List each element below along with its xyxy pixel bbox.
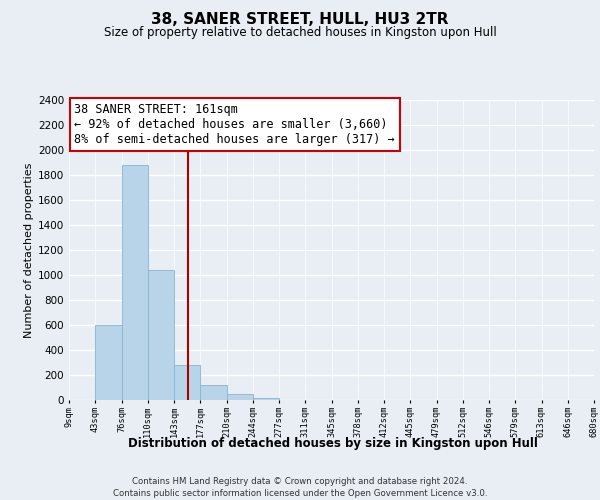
- Text: Distribution of detached houses by size in Kingston upon Hull: Distribution of detached houses by size …: [128, 438, 538, 450]
- Text: 38, SANER STREET, HULL, HU3 2TR: 38, SANER STREET, HULL, HU3 2TR: [151, 12, 449, 28]
- Bar: [227, 394, 253, 400]
- Y-axis label: Number of detached properties: Number of detached properties: [24, 162, 34, 338]
- Text: Contains public sector information licensed under the Open Government Licence v3: Contains public sector information licen…: [113, 489, 487, 498]
- Text: Contains HM Land Registry data © Crown copyright and database right 2024.: Contains HM Land Registry data © Crown c…: [132, 478, 468, 486]
- Bar: [253, 398, 279, 400]
- Text: 38 SANER STREET: 161sqm
← 92% of detached houses are smaller (3,660)
8% of semi-: 38 SANER STREET: 161sqm ← 92% of detache…: [74, 103, 395, 146]
- Bar: [95, 325, 121, 400]
- Bar: [200, 385, 227, 400]
- Bar: [148, 270, 174, 400]
- Bar: [121, 165, 148, 400]
- Text: Size of property relative to detached houses in Kingston upon Hull: Size of property relative to detached ho…: [104, 26, 496, 39]
- Bar: [174, 365, 200, 400]
